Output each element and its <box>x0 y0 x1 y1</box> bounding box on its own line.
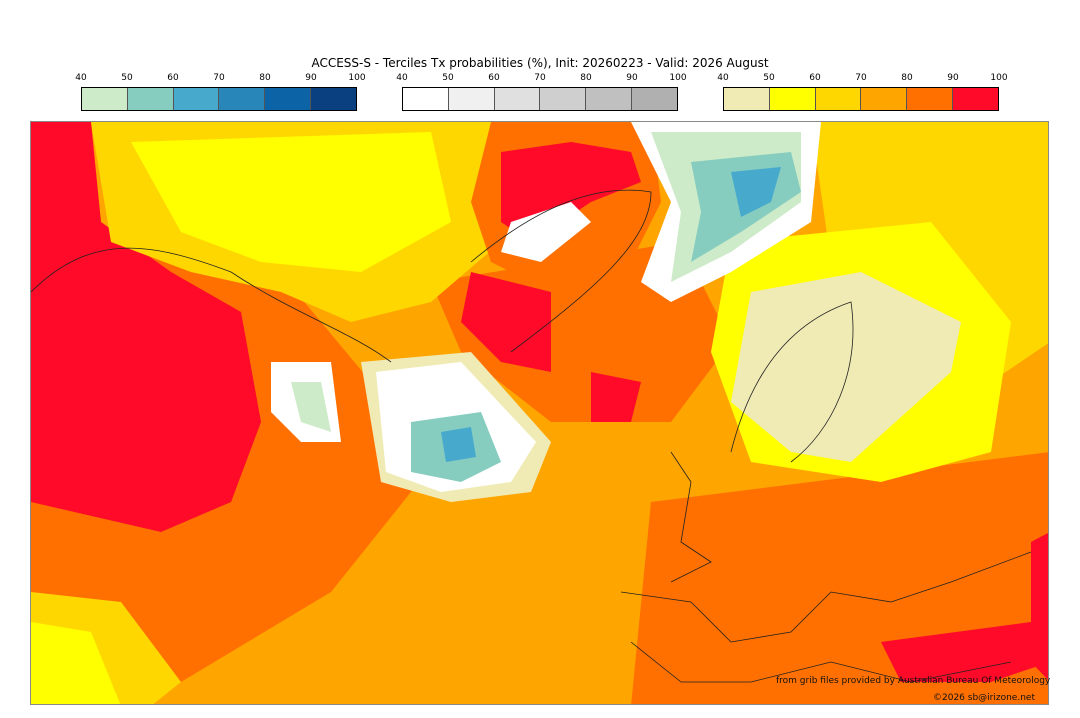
colorbar-tick: 40 <box>717 73 729 83</box>
colorbar-tick: 100 <box>990 73 1008 83</box>
colorbar-swatch <box>769 88 816 110</box>
colorbar-swatch <box>907 88 954 110</box>
colorbar-tick: 90 <box>947 73 959 83</box>
colorbar-tick: 80 <box>259 73 271 83</box>
colorbar-tick: 50 <box>121 73 133 83</box>
colorbar-swatch <box>219 88 266 110</box>
colorbar-swatch <box>82 88 128 110</box>
colorbar-tick: 60 <box>167 73 179 83</box>
colorbar-tick: 60 <box>809 73 821 83</box>
colorbar-tick: 90 <box>305 73 317 83</box>
map-title: ACCESS-S - Terciles Tx probabilities (%)… <box>311 56 769 70</box>
colorbar-swatch <box>632 88 677 110</box>
probability-map <box>30 121 1049 705</box>
colorbar-tick: 70 <box>534 73 546 83</box>
colorbar-swatch <box>724 88 770 110</box>
colorbar-swatch <box>173 88 220 110</box>
colorbar-tick: 90 <box>626 73 638 83</box>
colorbar-tick: 80 <box>580 73 592 83</box>
colorbar-below-normal: 40 50 60 70 80 90 100 <box>75 73 366 111</box>
colorbar-swatch <box>586 88 633 110</box>
colorbar-above-normal: 40 50 60 70 80 90 100 <box>717 73 1008 111</box>
colorbar-tick: 100 <box>348 73 366 83</box>
colorbar-near-normal: 40 50 60 70 80 90 100 <box>396 73 687 111</box>
colorbar-tick: 50 <box>763 73 775 83</box>
colorbar-tick: 80 <box>901 73 913 83</box>
colorbar-swatch <box>494 88 541 110</box>
colorbar-tick: 40 <box>396 73 408 83</box>
colorbar-swatch <box>403 88 449 110</box>
colorbar-swatch <box>265 88 312 110</box>
copyright: ©2026 sb@irizone.net <box>933 693 1035 703</box>
colorbar-tick: 60 <box>488 73 500 83</box>
colorbar-tick: 50 <box>442 73 454 83</box>
colorbar-tick: 70 <box>213 73 225 83</box>
colorbar-swatch <box>815 88 862 110</box>
colorbar-swatch <box>953 88 998 110</box>
data-credit: from grib files provided by Australian B… <box>776 676 1051 686</box>
colorbar-swatch <box>540 88 587 110</box>
colorbar-swatch <box>448 88 495 110</box>
colorbar-tick: 40 <box>75 73 87 83</box>
colorbar-swatch <box>861 88 908 110</box>
colorbar-swatch <box>311 88 356 110</box>
colorbar-swatch <box>127 88 174 110</box>
colorbar-tick: 100 <box>669 73 687 83</box>
colorbar-tick: 70 <box>855 73 867 83</box>
